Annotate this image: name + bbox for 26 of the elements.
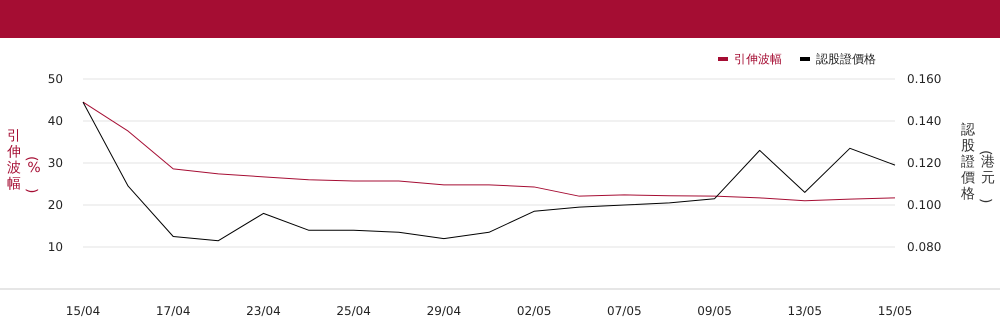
y-tick-label: 10 [48, 240, 63, 254]
x-tick-label: 15/05 [878, 304, 912, 318]
y2-tick-label: 0.100 [907, 198, 942, 212]
y-axis-title: 引伸波幅(%) [6, 128, 41, 194]
y-tick-label: 20 [48, 198, 63, 212]
y2-tick-label: 0.120 [907, 156, 942, 170]
x-tick-label: 15/04 [66, 304, 100, 318]
text: 認股證價格(港元) [961, 122, 995, 204]
y2-tick-label: 0.160 [907, 72, 942, 86]
x-tick-label: 07/05 [607, 304, 642, 318]
x-tick-label: 09/05 [697, 304, 732, 318]
y2-tick-label: 0.140 [907, 114, 942, 128]
y-tick-label: 50 [48, 72, 63, 86]
x-tick-label: 25/04 [336, 304, 371, 318]
y-tick-label: 40 [48, 114, 63, 128]
legend-label: 引伸波幅 [734, 52, 782, 66]
x-tick-label: 02/05 [516, 304, 552, 318]
x-tick-label: 23/04 [246, 304, 281, 318]
x-tick-label: 17/04 [156, 304, 191, 318]
legend-label: 認股證價格 [816, 52, 876, 66]
y2-tick-label: 0.080 [907, 240, 942, 254]
y-tick-label: 30 [48, 156, 63, 170]
x-tick-label: 13/05 [787, 304, 822, 318]
line-series [82, 102, 896, 242]
line-series [82, 102, 896, 202]
x-tick-label: 29/04 [426, 304, 462, 318]
